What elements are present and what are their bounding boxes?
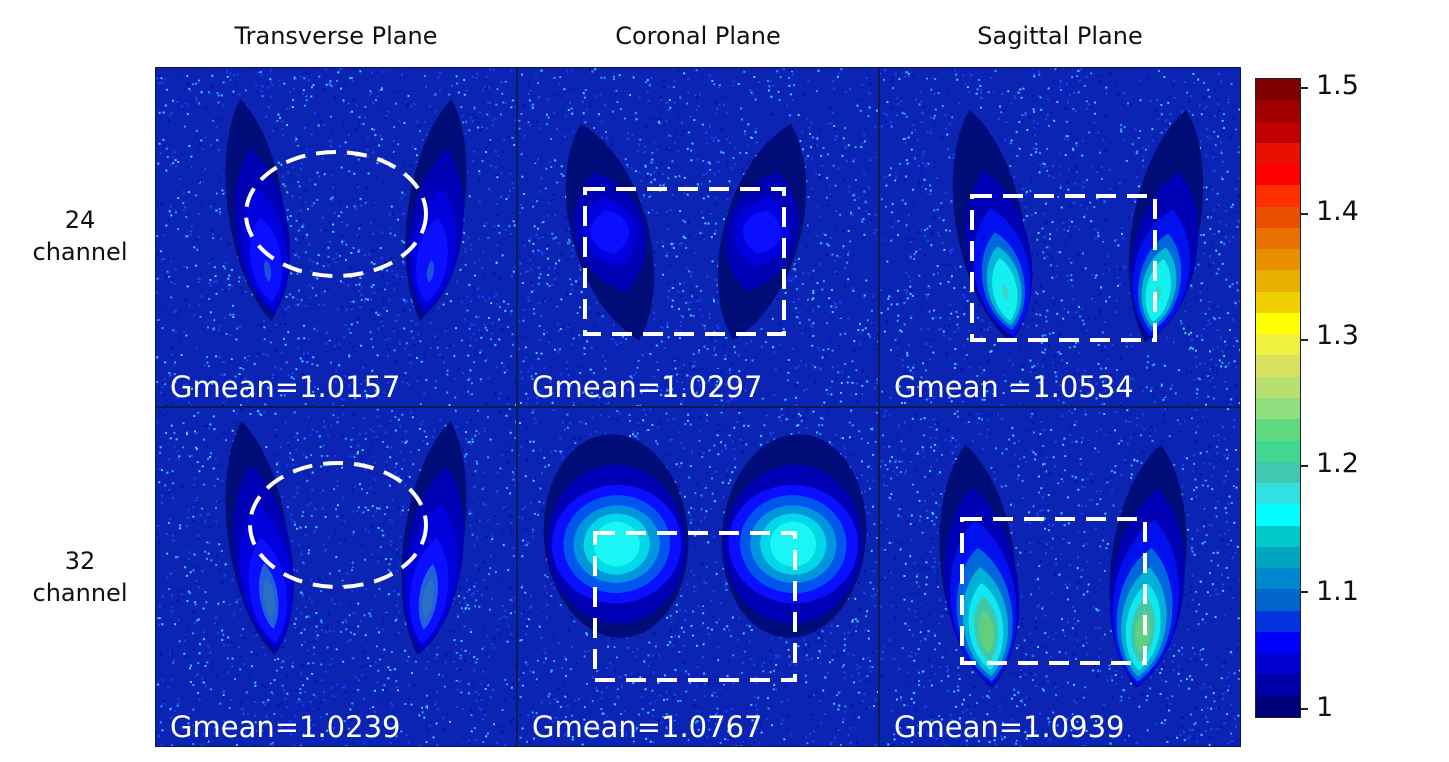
panel-32ch-sagittal: Gmean=1.0939: [879, 407, 1241, 747]
panel-24ch-sagittal: Gmean =1.0534: [879, 67, 1241, 407]
colorbar-tick: [1300, 465, 1308, 467]
colorbar-band: [1256, 440, 1300, 462]
gmean-label: Gmean=1.0939: [894, 710, 1125, 744]
signal-lobe: [717, 123, 807, 341]
row-label-number: 32: [64, 547, 96, 575]
background: [156, 68, 516, 406]
signal-lobe: [401, 421, 467, 655]
row-label-unit: channel: [32, 238, 128, 266]
g-factor-map: [156, 68, 516, 406]
g-factor-map: [156, 408, 516, 746]
column-title-coronal: Coronal Plane: [615, 22, 781, 50]
gmean-label: Gmean=1.0157: [170, 370, 401, 404]
colorbar-band: [1256, 397, 1300, 420]
panel-32ch-coronal: Gmean=1.0767: [517, 407, 879, 747]
column-title-sagittal: Sagittal Plane: [977, 22, 1143, 50]
roi-ellipse: [244, 150, 428, 278]
roi-rectangle: [583, 187, 786, 336]
colorbar-band: [1256, 334, 1300, 356]
row-label-unit: channel: [32, 579, 128, 607]
colorbar-band: [1256, 695, 1300, 717]
colorbar-band: [1256, 100, 1300, 122]
colorbar-band: [1256, 142, 1300, 165]
colorbar-tick: [1300, 591, 1308, 593]
signal-lobe: [565, 123, 655, 341]
colorbar-band: [1256, 674, 1300, 696]
panel-32ch-transverse: Gmean=1.0239: [155, 407, 517, 747]
row-label-number: 24: [64, 206, 96, 234]
colorbar: [1255, 78, 1301, 718]
colorbar-label-1: 1: [1316, 692, 1334, 723]
roi-rectangle: [960, 517, 1147, 665]
colorbar-band: [1256, 249, 1300, 271]
roi-rectangle: [970, 194, 1157, 342]
colorbar-band: [1256, 121, 1300, 143]
colorbar-band: [1256, 227, 1300, 250]
colorbar-band: [1256, 653, 1300, 675]
colorbar-band: [1256, 631, 1300, 654]
roi-rectangle: [593, 531, 797, 682]
colorbar-tick: [1300, 213, 1308, 215]
colorbar-label-1.4: 1.4: [1316, 196, 1359, 227]
colorbar-band: [1256, 270, 1300, 292]
roi-ellipse: [248, 461, 428, 589]
colorbar-band: [1256, 164, 1300, 186]
colorbar-band: [1256, 355, 1300, 377]
signal-lobe: [543, 434, 689, 638]
gmean-label: Gmean=1.0297: [532, 370, 763, 404]
row-label-32-channel: 32 channel: [20, 545, 140, 609]
colorbar-band: [1256, 312, 1300, 335]
colorbar-tick: [1300, 87, 1308, 89]
colorbar-band: [1256, 291, 1300, 313]
signal-lobe: [225, 99, 291, 321]
colorbar-band: [1256, 376, 1300, 398]
colorbar-band: [1256, 79, 1300, 101]
colorbar-band: [1256, 461, 1300, 484]
signal-lobe: [952, 109, 1033, 343]
colorbar-label-1.5: 1.5: [1316, 70, 1359, 101]
colorbar-tick: [1300, 708, 1308, 710]
signal-lobe: [405, 99, 467, 321]
g-factor-map-grid: Gmean=1.0157 Gmean=1.0297 Gmean =1.0534 …: [155, 67, 1243, 747]
panel-24ch-coronal: Gmean=1.0297: [517, 67, 879, 407]
colorbar-band: [1256, 206, 1300, 228]
colorbar-band: [1256, 589, 1300, 611]
colorbar-band: [1256, 483, 1300, 505]
colorbar-band: [1256, 610, 1300, 632]
colorbar-tick: [1300, 339, 1308, 341]
gmean-label: Gmean=1.0239: [170, 710, 401, 744]
column-title-transverse: Transverse Plane: [234, 22, 438, 50]
gmean-label: Gmean =1.0534: [894, 370, 1134, 404]
colorbar-band: [1256, 546, 1300, 569]
g-factor-map: [880, 68, 1240, 406]
colorbar-label-1.1: 1.1: [1316, 576, 1359, 607]
row-label-24-channel: 24 channel: [20, 204, 140, 268]
g-factor-map: [880, 408, 1240, 746]
signal-lobe: [225, 421, 294, 655]
colorbar-band: [1256, 419, 1300, 441]
panel-24ch-transverse: Gmean=1.0157: [155, 67, 517, 407]
colorbar-band: [1256, 185, 1300, 207]
colorbar-band: [1256, 504, 1300, 526]
colorbar-band: [1256, 568, 1300, 590]
g-factor-map: [518, 68, 878, 406]
signal-lobe: [1128, 109, 1204, 343]
g-factor-map: [518, 408, 878, 746]
colorbar-band: [1256, 525, 1300, 547]
colorbar-label-1.2: 1.2: [1316, 448, 1359, 479]
gmean-label: Gmean=1.0767: [532, 710, 763, 744]
colorbar-label-1.3: 1.3: [1316, 320, 1359, 351]
